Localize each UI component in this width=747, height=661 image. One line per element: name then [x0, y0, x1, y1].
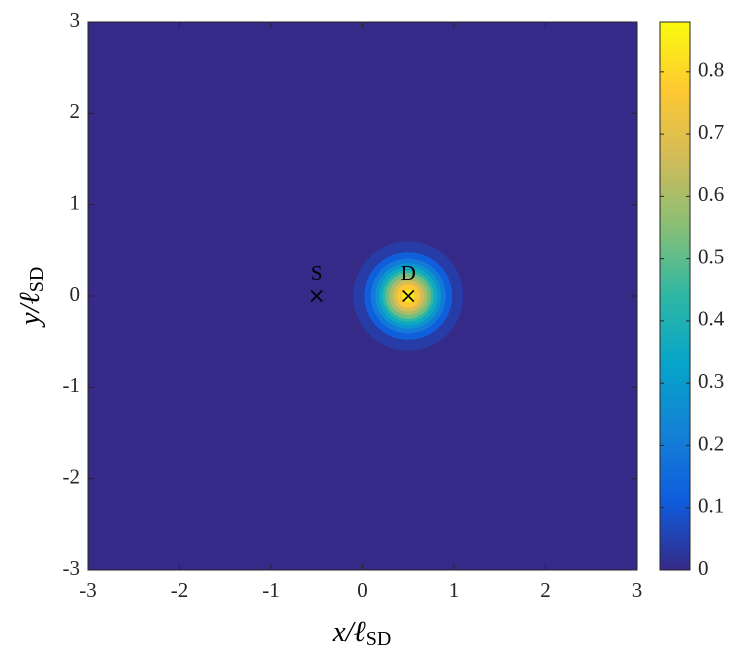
colorbar-tick-label: 0.5 — [698, 244, 724, 268]
colorbar-tick-label: 0.3 — [698, 369, 724, 393]
y-tick-label: 0 — [70, 282, 81, 306]
y-tick-label: -2 — [63, 464, 81, 488]
y-tick-label: -3 — [63, 556, 81, 580]
y-tick-label: 3 — [70, 8, 81, 32]
colorbar-tick-label: 0.2 — [698, 431, 724, 455]
x-tick-label: 2 — [540, 578, 551, 602]
x-tick-label: -1 — [262, 578, 280, 602]
colorbar-tick-label: 0.1 — [698, 494, 724, 518]
x-tick-label: -3 — [79, 578, 97, 602]
x-tick-label: -2 — [171, 578, 189, 602]
colorbar-tick-label: 0.8 — [698, 58, 724, 82]
colorbar-tick-label: 0 — [698, 556, 709, 580]
y-tick-label: -1 — [63, 373, 81, 397]
x-axis-label: x/ℓSD — [332, 616, 392, 650]
colorbar-tick-label: 0.6 — [698, 182, 724, 206]
colorbar-tick-label: 0.7 — [698, 120, 724, 144]
x-tick-label: 1 — [449, 578, 460, 602]
x-tick-label: 3 — [632, 578, 643, 602]
point-marker — [310, 289, 323, 303]
y-axis-label: y/ℓSD — [14, 267, 48, 329]
x-tick-label: 0 — [357, 578, 368, 602]
y-tick-label: 2 — [70, 99, 81, 123]
colorbar — [659, 21, 691, 571]
y-tick-label: 1 — [70, 190, 81, 214]
point-marker — [402, 289, 415, 303]
colorbar-tick-label: 0.4 — [698, 307, 725, 331]
point-label: S — [311, 261, 323, 285]
point-label: D — [401, 261, 416, 285]
